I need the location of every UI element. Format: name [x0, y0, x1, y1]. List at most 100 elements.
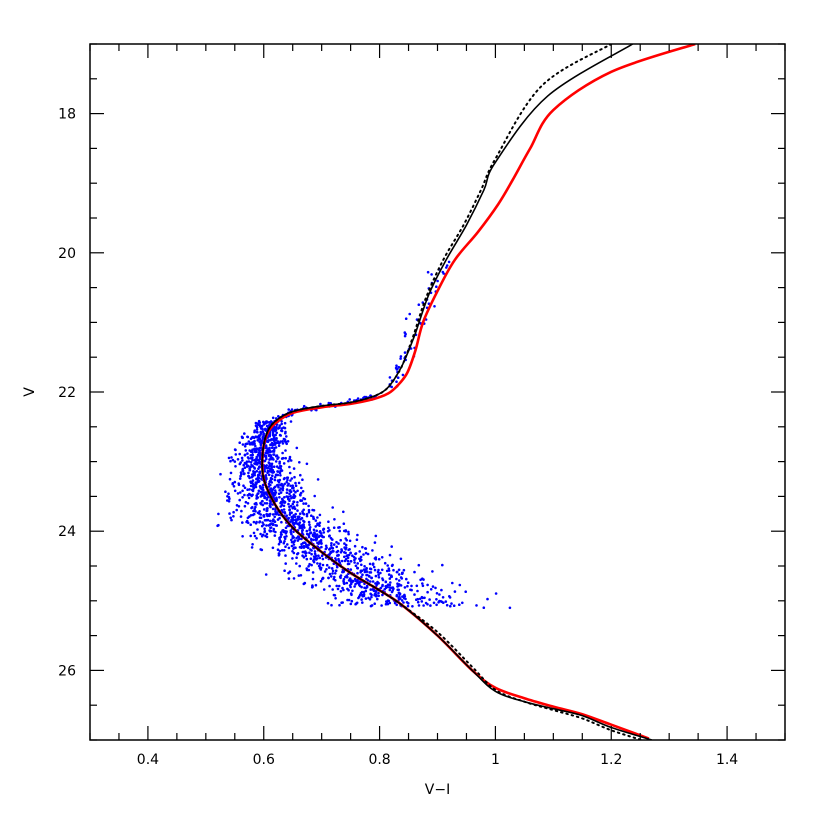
star-point [356, 562, 360, 565]
star-point [305, 512, 309, 516]
y-tick-label: 22 [58, 385, 76, 401]
star-point [263, 470, 267, 473]
star-point [399, 357, 402, 360]
star-point [315, 534, 318, 538]
star-point [402, 594, 406, 598]
star-point [247, 440, 251, 443]
star-point [396, 585, 399, 588]
star-point [359, 555, 363, 559]
star-point [273, 515, 277, 519]
star-point [342, 570, 345, 574]
star-point [274, 455, 278, 458]
star-point [387, 573, 391, 576]
star-point [271, 503, 274, 506]
star-point [307, 568, 311, 572]
star-point [279, 531, 283, 534]
star-point [404, 317, 408, 321]
star-point [264, 573, 268, 576]
star-point [281, 485, 285, 488]
star-point [387, 567, 391, 570]
star-point [283, 535, 286, 539]
star-point [228, 477, 232, 481]
star-point [346, 598, 349, 602]
star-point [319, 402, 322, 406]
star-point [318, 513, 322, 517]
star-point [346, 554, 349, 557]
star-point [258, 521, 261, 524]
star-point [263, 467, 266, 471]
star-point [305, 557, 309, 561]
star-point [353, 561, 356, 564]
star-point [292, 496, 296, 500]
star-point [246, 521, 250, 525]
star-point [319, 579, 323, 583]
star-point [280, 429, 283, 432]
star-point [311, 577, 315, 581]
star-point [272, 470, 276, 474]
star-point [360, 575, 363, 579]
star-point [309, 548, 312, 551]
star-point [266, 496, 270, 499]
star-point [276, 479, 280, 482]
star-point [298, 521, 302, 524]
star-point [377, 591, 380, 595]
star-point [318, 566, 322, 570]
x-tick-label: 1 [491, 752, 500, 768]
star-point [364, 589, 368, 593]
star-point [246, 502, 250, 505]
star-point [246, 452, 249, 455]
star-point [360, 585, 363, 589]
scatter-points-layer [216, 260, 512, 610]
star-point [281, 451, 284, 455]
star-point [241, 443, 245, 446]
star-point [268, 465, 271, 468]
star-point [445, 266, 448, 269]
star-point [342, 577, 346, 581]
star-point [307, 520, 311, 524]
star-point [264, 476, 268, 479]
star-point [322, 531, 326, 534]
star-point [284, 456, 288, 460]
star-point [279, 467, 283, 470]
star-point [288, 508, 292, 511]
star-point [339, 538, 343, 542]
star-point [366, 579, 370, 582]
star-point [331, 569, 335, 573]
star-point [272, 527, 276, 531]
star-point [305, 462, 309, 466]
star-point [291, 486, 294, 490]
star-point [413, 570, 416, 574]
star-point [224, 490, 227, 494]
star-point [278, 441, 281, 445]
star-point [262, 514, 266, 517]
star-point [264, 496, 267, 500]
star-point [269, 519, 272, 523]
star-point [316, 562, 319, 565]
star-point [287, 408, 291, 411]
star-point [320, 545, 323, 549]
star-point [304, 502, 308, 505]
star-point [261, 521, 264, 524]
star-point [251, 453, 254, 457]
star-point [258, 470, 262, 474]
star-point [402, 596, 406, 600]
star-point [445, 264, 449, 267]
star-point [269, 505, 272, 509]
star-point [343, 542, 346, 545]
star-point [255, 469, 259, 473]
star-point [259, 532, 262, 536]
star-point [269, 469, 272, 473]
star-point [300, 526, 304, 529]
star-point [267, 482, 271, 486]
star-point [241, 467, 245, 471]
star-point [373, 541, 377, 544]
star-point [358, 595, 361, 598]
star-point [380, 604, 383, 607]
star-point [308, 551, 311, 554]
star-point [243, 461, 247, 465]
star-point [373, 589, 377, 593]
star-point [278, 537, 281, 541]
star-point [344, 551, 347, 555]
star-point [380, 556, 384, 559]
